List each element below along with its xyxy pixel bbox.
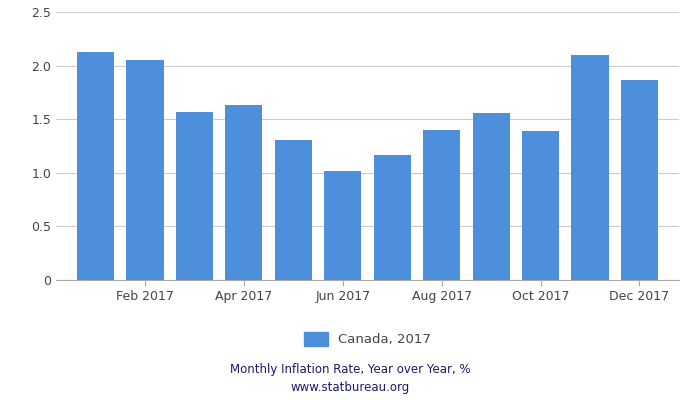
Bar (77, 52, 114, 280)
Bar (473, 113, 510, 280)
Bar (522, 131, 559, 280)
Text: www.statbureau.org: www.statbureau.org (290, 382, 410, 394)
Bar (621, 80, 658, 280)
Bar (127, 60, 164, 280)
Bar (324, 171, 361, 280)
Bar (423, 130, 460, 280)
Bar (176, 112, 213, 280)
Text: Monthly Inflation Rate, Year over Year, %: Monthly Inflation Rate, Year over Year, … (230, 364, 470, 376)
Bar (374, 154, 411, 280)
Bar (225, 105, 262, 280)
Legend: Canada, 2017: Canada, 2017 (299, 327, 436, 352)
Bar (275, 140, 312, 280)
Bar (571, 55, 608, 280)
